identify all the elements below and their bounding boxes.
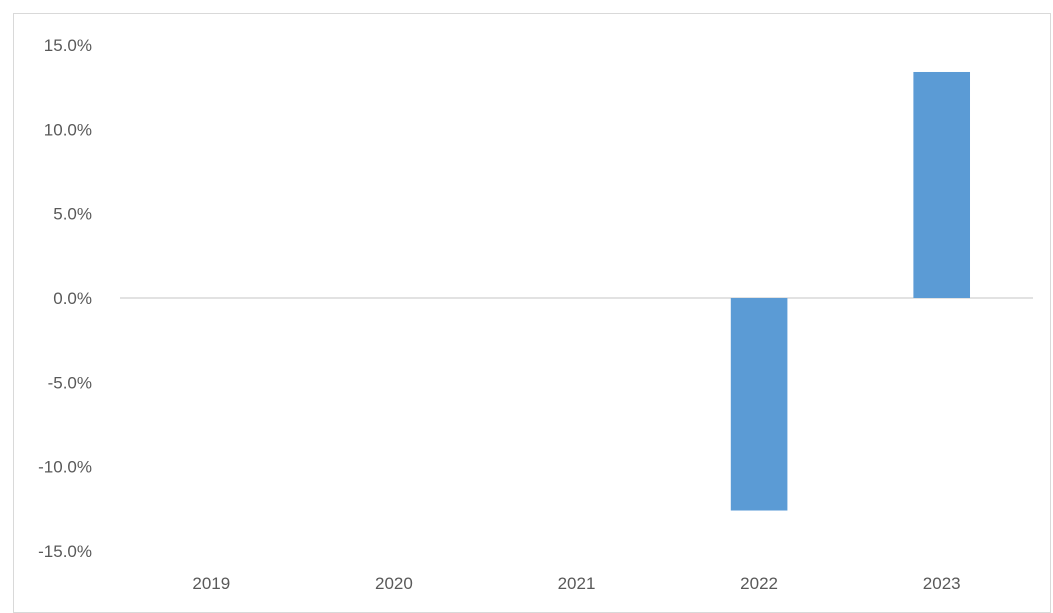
x-tick-label: 2021: [558, 574, 596, 593]
chart-area: [13, 13, 1051, 613]
x-tick-label: 2019: [192, 574, 230, 593]
y-tick-label: 15.0%: [44, 36, 92, 55]
y-tick-label: -10.0%: [38, 458, 92, 477]
bar-2023: [913, 71, 971, 298]
x-tick-label: 2023: [923, 574, 961, 593]
y-axis: 15.0% 10.0% 5.0% 0.0% -5.0% -10.0% -15.0%: [38, 36, 92, 561]
bar-2022: [730, 298, 788, 511]
bar-series: [730, 71, 971, 511]
y-tick-label: 0.0%: [53, 289, 92, 308]
y-tick-label: -5.0%: [48, 373, 92, 392]
x-tick-label: 2020: [375, 574, 413, 593]
x-axis: 2019 2020 2021 2022 2023: [192, 574, 960, 593]
y-tick-label: 5.0%: [53, 205, 92, 224]
x-tick-label: 2022: [740, 574, 778, 593]
y-tick-label: -15.0%: [38, 542, 92, 561]
y-tick-label: 10.0%: [44, 120, 92, 139]
